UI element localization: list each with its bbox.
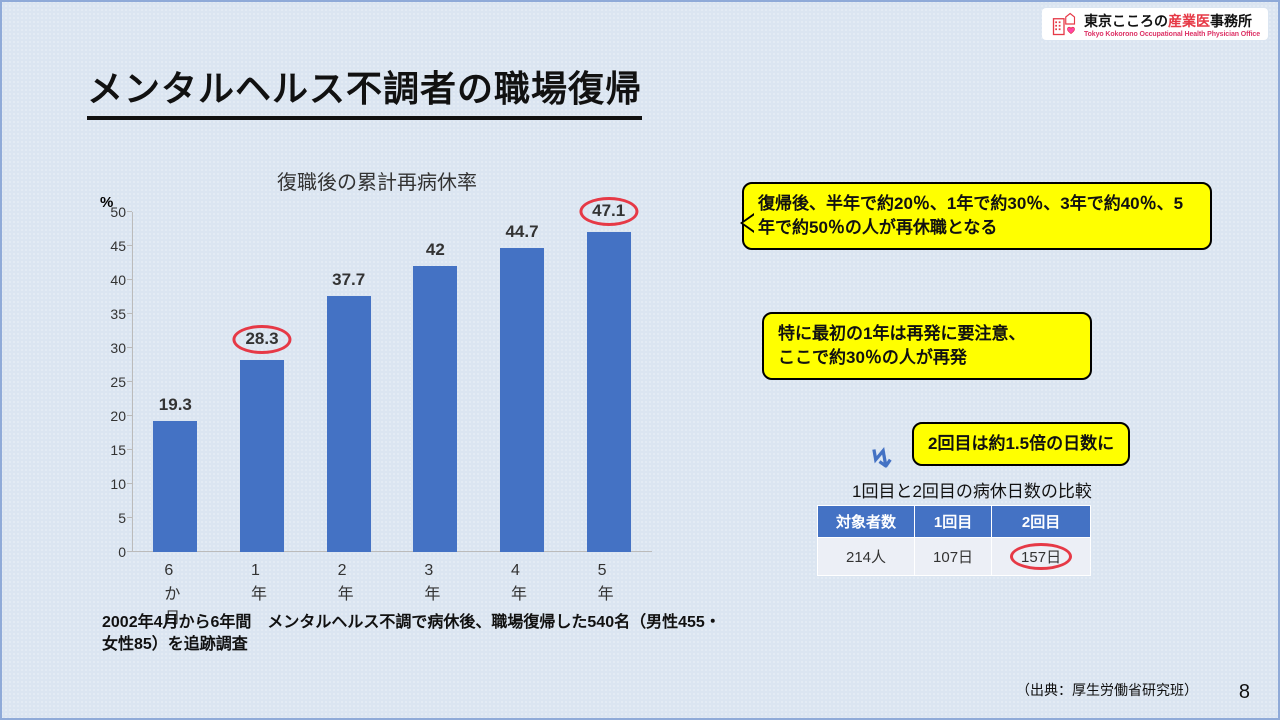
table-header-cell: 1回目 (915, 506, 992, 538)
comparison-table-title: 1回目と2回目の病休日数の比較 (852, 477, 1092, 502)
logo-pre: 東京こころの (1084, 13, 1168, 29)
bar-chart: 復職後の累計再病休率 % 0510152025303540455019.36か月… (92, 172, 662, 572)
bar-value-label: 19.3 (159, 395, 192, 415)
y-tick-label: 5 (118, 510, 132, 526)
x-tick-label: 4年 (511, 552, 533, 604)
x-tick-label: 5年 (598, 552, 620, 604)
comparison-table: 対象者数1回目2回目 214人107日157日 (817, 505, 1091, 576)
y-tick-label: 10 (110, 476, 132, 492)
table-cell: 107日 (915, 538, 992, 576)
bar-value-label: 47.1 (579, 197, 638, 226)
logo-text-sub: Tokyo Kokorono Occupational Health Physi… (1084, 31, 1260, 38)
bar: 47.15年 (587, 232, 631, 552)
x-tick-label: 1年 (251, 552, 273, 604)
callout-first-year: 特に最初の1年は再発に要注意、 ここで約30％の人が再発 (762, 312, 1092, 380)
chart-plot-area: 0510152025303540455019.36か月28.31年37.72年4… (132, 212, 652, 552)
y-tick-label: 40 (110, 272, 132, 288)
x-tick-label: 3年 (424, 552, 446, 604)
bar: 44.74年 (500, 248, 544, 552)
bar: 423年 (413, 266, 457, 552)
y-tick-label: 25 (110, 374, 132, 390)
table-header-cell: 2回目 (992, 506, 1091, 538)
callout-summary: 復帰後、半年で約20％、1年で約30％、3年で約40％、5年で約50％の人が再休… (742, 182, 1212, 250)
chart-title: 復職後の累計再病休率 (92, 166, 662, 195)
y-tick-label: 15 (110, 442, 132, 458)
building-heart-icon (1050, 10, 1078, 38)
page-number: 8 (1239, 681, 1250, 704)
x-tick-label: 2年 (338, 552, 360, 604)
table-header-cell: 対象者数 (818, 506, 915, 538)
y-tick-label: 35 (110, 306, 132, 322)
bar-value-label: 28.3 (232, 325, 291, 354)
callout-multiplier: 2回目は約1.5倍の日数に (912, 422, 1130, 466)
page-title: メンタルヘルス不調者の職場復帰 (87, 60, 642, 120)
curve-arrow-icon: ↯ (865, 439, 898, 478)
bar-value-label: 37.7 (332, 270, 365, 290)
logo-text-main: 東京こころの産業医事務所 (1084, 11, 1260, 31)
table-cell: 157日 (992, 538, 1091, 576)
y-tick-label: 0 (118, 544, 132, 560)
y-tick-label: 50 (110, 204, 132, 220)
bar-value-label: 42 (426, 240, 445, 260)
bar: 19.36か月 (153, 421, 197, 552)
chart-footnote: 2002年4月から6年間 メンタルヘルス不調で病休後、職場復帰した540名（男性… (102, 612, 722, 657)
org-logo: 東京こころの産業医事務所 Tokyo Kokorono Occupational… (1042, 8, 1268, 40)
bar: 28.31年 (240, 360, 284, 552)
bar: 37.72年 (327, 296, 371, 552)
y-tick-label: 20 (110, 408, 132, 424)
table-cell: 214人 (818, 538, 915, 576)
logo-accent: 産業医 (1168, 13, 1210, 29)
bar-value-label: 44.7 (505, 222, 538, 242)
y-tick-label: 45 (110, 238, 132, 254)
source-citation: （出典：厚生労働省研究班） (1016, 680, 1198, 700)
logo-post: 事務所 (1210, 13, 1252, 29)
y-tick-label: 30 (110, 340, 132, 356)
